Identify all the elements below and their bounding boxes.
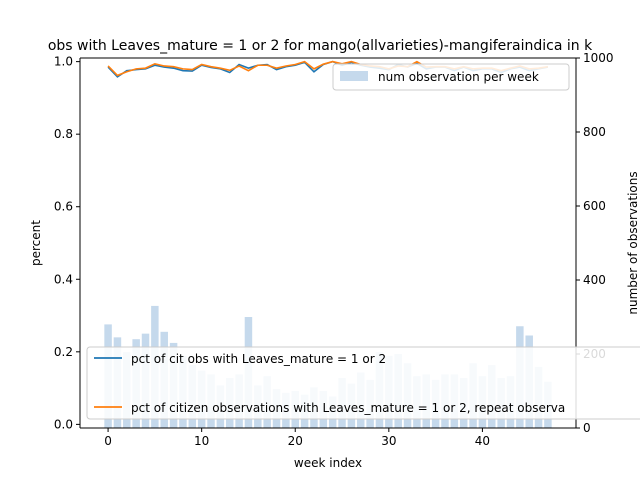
y-axis-right-label: number of observations — [626, 171, 640, 314]
y-right-tick-label-600: 600 — [583, 199, 606, 213]
x-tick-label-0: 0 — [104, 434, 112, 448]
legend-bars-box — [332, 63, 570, 91]
x-tick-label-30: 30 — [381, 434, 396, 448]
y-left-tick-label-4: 0.8 — [54, 127, 73, 141]
y-right-tick-label-400: 400 — [583, 273, 606, 287]
y-right-tick-label-1000: 1000 — [583, 51, 614, 65]
legend-line-0-label: pct of cit obs with Leaves_mature = 1 or… — [131, 352, 386, 366]
legend-lines: pct of cit obs with Leaves_mature = 1 or… — [86, 346, 640, 420]
y-axis-left-ticks: 0.0 0.2 0.4 0.6 0.8 1.0 — [54, 55, 80, 431]
y-right-tick-label-800: 800 — [583, 125, 606, 139]
y-left-tick-label-5: 1.0 — [54, 55, 73, 69]
x-tick-label-40: 40 — [475, 434, 490, 448]
y-left-tick-label-0: 0.0 — [54, 417, 73, 431]
chart-title: obs with Leaves_mature = 1 or 2 for mang… — [48, 38, 593, 54]
x-axis-label: week index — [294, 456, 362, 470]
y-left-tick-label-1: 0.2 — [54, 345, 73, 359]
x-axis-ticks: 0 10 20 30 40 — [104, 428, 490, 448]
legend-lines-box — [86, 346, 640, 420]
legend-bars-label: num observation per week — [378, 70, 539, 84]
y-right-tick-label-0: 0 — [583, 421, 591, 435]
y-left-tick-label-3: 0.6 — [54, 200, 73, 214]
x-tick-label-20: 20 — [288, 434, 303, 448]
x-tick-label-10: 10 — [194, 434, 209, 448]
legend-bars-swatch — [340, 71, 368, 81]
legend-line-1-label: pct of citizen observations with Leaves_… — [131, 401, 565, 415]
y-axis-left-label: percent — [29, 220, 43, 266]
legend-bars: num observation per week — [332, 63, 570, 91]
y-left-tick-label-2: 0.4 — [54, 272, 73, 286]
